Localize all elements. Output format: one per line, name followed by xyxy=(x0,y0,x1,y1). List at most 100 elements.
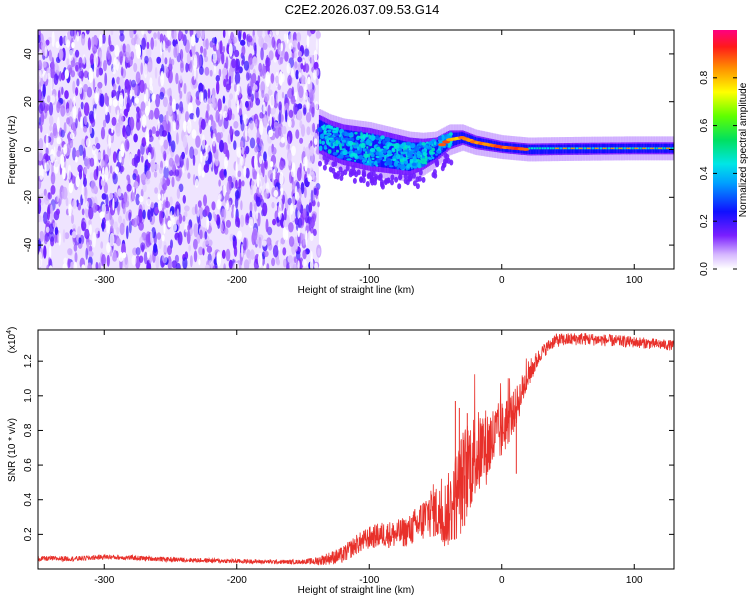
noise-gap xyxy=(205,144,211,153)
signal-outlier xyxy=(328,166,333,173)
noise-gap xyxy=(256,172,260,188)
noise-gap xyxy=(297,260,300,269)
noise-gap xyxy=(150,230,153,244)
noise-speckle xyxy=(175,103,180,110)
signal-core xyxy=(368,133,371,166)
noise-speckle xyxy=(165,40,172,47)
x-tick-label: 0 xyxy=(499,575,505,586)
noise-speckle xyxy=(48,49,52,61)
noise-speckle xyxy=(190,255,193,268)
noise-gap xyxy=(91,145,96,156)
signal-ridge xyxy=(552,147,555,150)
noise-gap xyxy=(294,191,300,201)
noise-gap xyxy=(64,69,70,79)
signal-core xyxy=(318,119,322,149)
noise-gap xyxy=(312,69,317,81)
noise-speckle xyxy=(169,196,173,206)
noise-speckle xyxy=(38,202,42,215)
noise-gap xyxy=(118,94,124,109)
noise-speckle xyxy=(195,135,201,148)
noise-gap xyxy=(71,231,77,239)
noise-speckle xyxy=(245,72,250,81)
noise-gap xyxy=(112,67,116,75)
noise-speckle xyxy=(106,46,111,60)
signal-ridge xyxy=(639,147,642,150)
noise-speckle xyxy=(219,131,224,139)
noise-speckle xyxy=(118,85,121,92)
noise-gap xyxy=(283,33,287,41)
noise-speckle xyxy=(118,51,124,64)
noise-speckle xyxy=(260,81,266,94)
signal-patch xyxy=(402,157,408,161)
noise-gap xyxy=(108,134,112,149)
noise-gap xyxy=(241,243,244,258)
noise-speckle xyxy=(249,137,256,149)
noise-speckle xyxy=(291,50,295,60)
signal-patch xyxy=(319,139,322,145)
noise-speckle xyxy=(143,251,148,265)
noise-speckle xyxy=(273,158,276,165)
signal-patch xyxy=(332,130,339,133)
signal-patch xyxy=(391,148,395,152)
noise-speckle xyxy=(77,69,82,77)
noise-speckle xyxy=(53,73,59,86)
noise-speckle xyxy=(47,192,52,200)
signal-patch xyxy=(345,155,350,158)
noise-speckle xyxy=(118,215,123,224)
signal-patch xyxy=(374,160,378,166)
signal-patch xyxy=(369,161,372,167)
noise-gap xyxy=(304,155,308,172)
noise-speckle xyxy=(207,88,211,99)
noise-speckle xyxy=(133,153,139,168)
noise-speckle xyxy=(163,166,169,179)
noise-speckle xyxy=(257,75,261,84)
noise-speckle xyxy=(206,103,210,113)
signal-patch xyxy=(428,147,432,150)
noise-speckle xyxy=(218,68,222,78)
noise-gap xyxy=(66,39,71,48)
noise-gap xyxy=(39,68,44,79)
noise-speckle xyxy=(218,179,221,187)
signal-core xyxy=(614,144,617,153)
noise-gap xyxy=(268,129,273,138)
noise-speckle xyxy=(89,172,94,182)
signal-ridge-peak xyxy=(570,147,575,149)
noise-speckle xyxy=(228,98,232,111)
noise-speckle xyxy=(62,229,66,243)
noise-speckle xyxy=(211,201,216,211)
noise-speckle xyxy=(283,258,287,268)
noise-speckle xyxy=(144,178,151,185)
noise-speckle xyxy=(297,103,303,110)
signal-ridge xyxy=(591,147,595,150)
noise-speckle xyxy=(45,39,50,46)
x-tick-label: 100 xyxy=(626,575,643,586)
noise-gap xyxy=(50,149,55,163)
x-tick-label: -100 xyxy=(359,575,379,586)
noise-speckle xyxy=(38,138,44,150)
noise-speckle xyxy=(80,69,84,82)
noise-speckle xyxy=(184,205,190,212)
noise-speckle xyxy=(144,55,149,64)
noise-gap xyxy=(75,175,80,188)
noise-gap xyxy=(145,88,149,102)
noise-gap xyxy=(289,203,294,215)
noise-gap xyxy=(118,150,122,163)
noise-speckle xyxy=(182,215,186,222)
noise-gap xyxy=(309,233,314,242)
noise-speckle xyxy=(306,126,311,136)
noise-gap xyxy=(273,56,278,63)
noise-speckle xyxy=(67,248,73,256)
noise-gap xyxy=(198,259,201,266)
signal-patch xyxy=(354,131,358,135)
noise-speckle xyxy=(292,263,298,269)
noise-speckle xyxy=(146,170,151,180)
noise-speckle xyxy=(296,110,303,121)
noise-speckle xyxy=(139,79,145,94)
noise-speckle xyxy=(254,202,257,212)
noise-speckle xyxy=(171,112,176,123)
noise-speckle xyxy=(202,247,205,256)
signal-patch xyxy=(318,145,323,151)
signal-outlier xyxy=(412,180,417,187)
signal-outlier xyxy=(365,181,370,187)
